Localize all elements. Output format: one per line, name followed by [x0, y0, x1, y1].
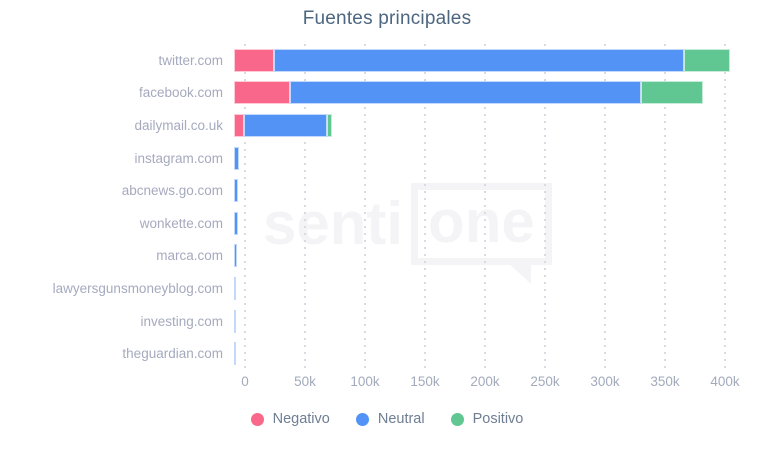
bar-segment-negativo[interactable]	[234, 113, 245, 137]
bar-row: lawyersgunsmoneyblog.com	[0, 272, 774, 305]
bar-row: abcnews.go.com	[0, 174, 774, 207]
grid-line	[304, 44, 306, 371]
bar-segment-neutral[interactable]	[234, 146, 240, 170]
bar-segment-positivo[interactable]	[683, 48, 730, 72]
bar-segment-neutral[interactable]	[234, 276, 237, 300]
bar-rows: twitter.com facebook.com dailymail.co.uk in…	[0, 44, 774, 370]
bar-segment-neutral[interactable]	[234, 342, 237, 366]
bar-segment-neutral[interactable]	[234, 309, 237, 333]
category-label: wonkette.com	[139, 215, 223, 231]
grid-line	[424, 44, 426, 371]
category-label: twitter.com	[158, 52, 223, 68]
bar-row: theguardian.com	[0, 337, 774, 370]
grid-line	[724, 44, 726, 371]
gridlines	[0, 44, 774, 371]
stacked-bar	[234, 211, 774, 235]
x-tick-label: 200k	[470, 374, 500, 389]
category-label: abcnews.go.com	[121, 183, 223, 199]
bar-segment-neutral[interactable]	[290, 81, 641, 105]
x-tick-label: 50k	[294, 374, 316, 389]
bar-row: dailymail.co.uk	[0, 109, 774, 142]
grid-line	[604, 44, 606, 371]
bar-segment-neutral[interactable]	[273, 48, 684, 72]
legend-dot-positivo	[450, 412, 464, 426]
legend-item-positivo[interactable]: Positivo	[450, 411, 524, 427]
grid-line	[544, 44, 546, 371]
stacked-bar	[234, 48, 774, 72]
legend-label: Positivo	[472, 411, 524, 427]
bar-segment-neutral[interactable]	[234, 179, 239, 203]
category-label: facebook.com	[138, 85, 223, 101]
bar-segment-positivo[interactable]	[640, 81, 704, 105]
x-tick-label: 400k	[710, 374, 740, 389]
stacked-bar	[234, 113, 774, 137]
legend-dot-negativo	[250, 412, 264, 426]
bar-segment-neutral[interactable]	[234, 244, 237, 268]
watermark: senti one	[263, 183, 552, 284]
watermark-speech-bubble: one	[411, 183, 552, 284]
x-tick-label: 100k	[350, 374, 380, 389]
legend-label: Negativo	[272, 411, 330, 427]
x-tick-label: 0	[241, 374, 249, 389]
category-label: investing.com	[140, 313, 223, 329]
bar-row: marca.com	[0, 240, 774, 273]
legend: Negativo Neutral Positivo	[0, 411, 774, 427]
category-label: instagram.com	[134, 150, 223, 166]
bar-row: wonkette.com	[0, 207, 774, 240]
bar-row: twitter.com	[0, 44, 774, 77]
grid-line	[484, 44, 486, 371]
bar-segment-neutral[interactable]	[234, 211, 239, 235]
stacked-bar	[234, 309, 774, 333]
category-label: marca.com	[156, 248, 223, 264]
x-tick-label: 300k	[590, 374, 620, 389]
stacked-bar	[234, 81, 774, 105]
category-label: lawyersgunsmoneyblog.com	[52, 280, 223, 296]
bar-segment-positivo[interactable]	[326, 113, 333, 137]
x-axis: 0 50k 100k 150k 200k 250k 300k 350k 400k	[0, 374, 774, 392]
stacked-bar	[234, 276, 774, 300]
grid-line	[244, 44, 246, 371]
bar-row: facebook.com	[0, 77, 774, 110]
bar-row: investing.com	[0, 305, 774, 338]
x-tick-label: 150k	[410, 374, 440, 389]
chart-title: Fuentes principales	[302, 8, 472, 29]
bar-segment-negativo[interactable]	[234, 81, 291, 105]
x-tick-label: 350k	[650, 374, 680, 389]
stacked-bar	[234, 179, 774, 203]
legend-dot-neutral	[355, 412, 369, 426]
stacked-bar	[234, 342, 774, 366]
stacked-bar	[234, 146, 774, 170]
category-label: dailymail.co.uk	[134, 117, 223, 133]
legend-item-neutral[interactable]: Neutral	[355, 411, 425, 427]
bar-row: instagram.com	[0, 142, 774, 175]
legend-item-negativo[interactable]: Negativo	[250, 411, 330, 427]
stacked-bar	[234, 244, 774, 268]
bar-segment-negativo[interactable]	[234, 48, 274, 72]
x-tick-label: 250k	[530, 374, 560, 389]
watermark-text-left: senti	[263, 190, 404, 257]
grid-line	[364, 44, 366, 371]
bar-segment-neutral[interactable]	[244, 113, 327, 137]
grid-line	[664, 44, 666, 371]
legend-label: Neutral	[377, 411, 425, 427]
category-label: theguardian.com	[122, 346, 223, 362]
